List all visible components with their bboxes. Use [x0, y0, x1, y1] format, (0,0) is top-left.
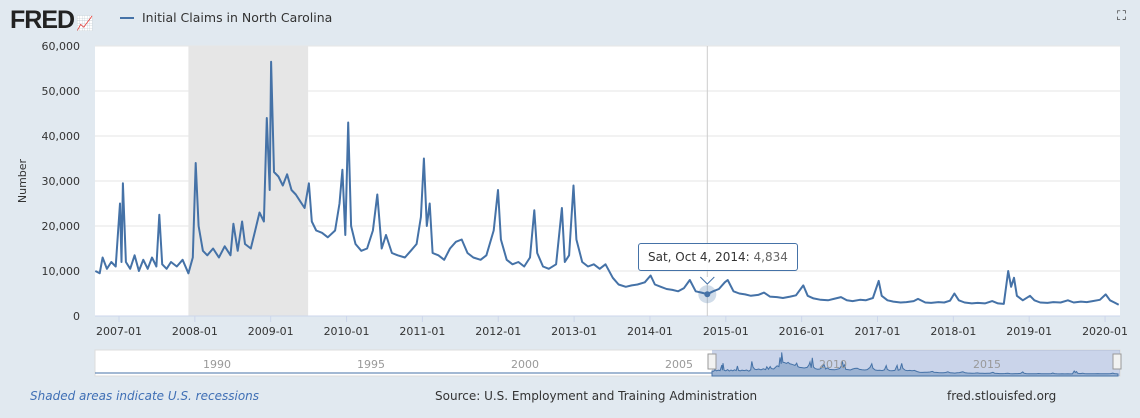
y-tick-label: 60,000 — [42, 40, 81, 53]
recession-note[interactable]: Shaded areas indicate U.S. recessions — [30, 389, 260, 403]
tooltip: Sat, Oct 4, 2014: 4,834 — [638, 243, 798, 271]
navigator-label: 2010 — [819, 358, 847, 371]
tooltip-pointer — [699, 276, 715, 285]
x-tick-label: 2015-01 — [703, 325, 749, 338]
navigator-selection — [712, 350, 1120, 376]
hover-point — [704, 291, 711, 298]
series-line — [94, 60, 1120, 306]
y-tick-label: 0 — [73, 310, 80, 323]
x-tick-label: 2017-01 — [855, 325, 901, 338]
source-text: Source: U.S. Employment and Training Adm… — [435, 389, 758, 403]
navigator — [94, 349, 1121, 377]
fred-logo[interactable]: FRED 📈 — [10, 6, 94, 34]
x-tick-label: 2020-01 — [1082, 325, 1128, 338]
navigator-label: 1990 — [203, 358, 231, 371]
x-tick-label: 2010-01 — [324, 325, 370, 338]
fred-chart-icon: 📈 — [76, 15, 93, 31]
x-tick-label: 2016-01 — [779, 325, 825, 338]
y-tick-label: 10,000 — [42, 265, 81, 278]
y-tick-label: 30,000 — [42, 175, 81, 188]
navigator-handle[interactable] — [707, 353, 717, 370]
x-tick-label: 2018-01 — [930, 325, 976, 338]
x-tick-label: 2009-01 — [248, 325, 294, 338]
series-title: Initial Claims in North Carolina — [142, 10, 333, 25]
navigator-series — [711, 352, 1119, 377]
x-tick-label: 2014-01 — [627, 325, 673, 338]
legend-swatch — [120, 16, 134, 19]
navigator-label: 2015 — [973, 358, 1001, 371]
x-tick-label: 2019-01 — [1006, 325, 1052, 338]
site-link[interactable]: fred.stlouisfed.org — [947, 389, 1057, 403]
tooltip-date: Sat, Oct 4, 2014: — [648, 250, 750, 264]
x-tick-label: 2011-01 — [399, 325, 445, 338]
navigator-label: 1995 — [357, 358, 385, 371]
y-tick-label: 50,000 — [42, 85, 81, 98]
x-tick-label: 2008-01 — [172, 325, 218, 338]
x-tick-label: 2012-01 — [475, 325, 521, 338]
fullscreen-icon[interactable]: ⛶ — [1116, 9, 1126, 24]
series-legend[interactable]: Initial Claims in North Carolina — [120, 10, 332, 25]
navigator-label: 2000 — [511, 358, 539, 371]
y-axis-label: Number — [16, 158, 29, 203]
navigator-handle[interactable] — [1112, 353, 1122, 370]
tooltip-value: 4,834 — [753, 250, 788, 264]
y-tick-label: 40,000 — [42, 130, 81, 143]
navigator-label: 2005 — [665, 358, 693, 371]
y-tick-label: 20,000 — [42, 220, 81, 233]
x-tick-label: 2013-01 — [551, 325, 597, 338]
x-tick-label: 2007-01 — [96, 325, 142, 338]
